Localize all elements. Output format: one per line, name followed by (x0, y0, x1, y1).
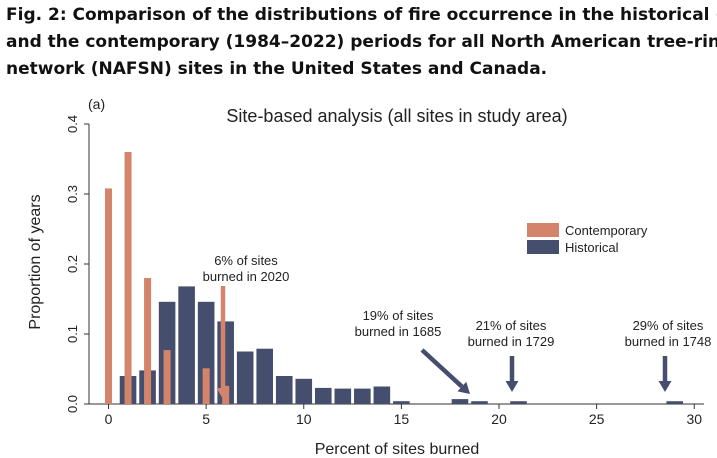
panel-label: (a) (88, 96, 105, 112)
historical-bar (334, 388, 352, 404)
historical-bar (354, 388, 371, 404)
legend: Contemporary Historical (527, 223, 648, 255)
annotation-label-2020: burned in 2020 (203, 269, 290, 284)
historical-bar (510, 401, 527, 404)
y-tick-label: 0.4 (65, 115, 80, 133)
bars (105, 152, 684, 404)
annotation-arrow-1685 (420, 348, 464, 389)
contemporary-bar (124, 152, 132, 404)
historical-bar (451, 399, 469, 404)
contemporary-bar (202, 368, 210, 404)
x-tick-label: 20 (491, 411, 507, 427)
contemporary-bar (144, 278, 152, 404)
legend-label-historical: Historical (565, 240, 619, 255)
annotation-arrowhead-1729 (505, 381, 519, 392)
historical-bar (666, 401, 684, 404)
historical-bar (178, 286, 195, 404)
y-tick-label: 0.3 (65, 185, 80, 203)
historical-bar (314, 387, 332, 404)
x-tick-label: 10 (296, 411, 312, 427)
annotation-label-1748: 29% of sites (633, 318, 704, 333)
axes: 0.0 0.1 0.2 0.3 0.4 0 5 10 15 20 25 30 (65, 115, 704, 427)
annotation-label-1685: burned in 1685 (355, 324, 442, 339)
figure-caption: Fig. 2: Comparison of the distributions … (6, 2, 717, 83)
y-tick-label: 0.1 (65, 325, 80, 343)
contemporary-bar (222, 385, 230, 404)
chart-title: Site-based analysis (all sites in study … (226, 106, 567, 126)
y-tick-label: 0.2 (65, 255, 80, 273)
caption-line-2: and the contemporary (1984–2022) periods… (6, 32, 717, 52)
annotation-arrowhead-2020 (216, 388, 230, 399)
y-axis-label: Proportion of years (27, 194, 44, 329)
x-tick-label: 15 (394, 411, 410, 427)
caption-line-3: network (NAFSN) sites in the United Stat… (6, 59, 548, 79)
legend-swatch-contemporary (527, 223, 559, 237)
x-tick-label: 30 (686, 411, 702, 427)
x-tick-label: 5 (202, 411, 210, 427)
caption-line-1: Fig. 2: Comparison of the distributions … (6, 5, 717, 25)
x-tick-label: 25 (589, 411, 605, 427)
historical-bar (275, 376, 293, 404)
historical-bar (471, 401, 488, 404)
historical-bar (197, 301, 215, 404)
historical-bar (373, 386, 391, 404)
annotation-label-1729: 21% of sites (476, 318, 547, 333)
annotation-label-1748: burned in 1748 (625, 334, 712, 349)
annotation-arrowhead-1685 (457, 381, 470, 394)
annotation-arrowhead-1748 (658, 381, 672, 392)
historical-bar (393, 401, 410, 404)
historical-bar (256, 348, 274, 404)
annotation-label-1685: 19% of sites (363, 308, 434, 323)
x-axis-label: Percent of sites burned (315, 441, 480, 458)
historical-bar (295, 378, 313, 404)
annotation-label-2020: 6% of sites (214, 253, 278, 268)
legend-label-contemporary: Contemporary (565, 223, 648, 238)
contemporary-bar (163, 350, 171, 404)
contemporary-bar (105, 188, 113, 404)
legend-swatch-historical (527, 240, 559, 254)
historical-bar (236, 351, 254, 404)
annotation-label-1729: burned in 1729 (468, 334, 555, 349)
x-tick-label: 0 (105, 411, 113, 427)
y-tick-label: 0.0 (65, 395, 80, 413)
